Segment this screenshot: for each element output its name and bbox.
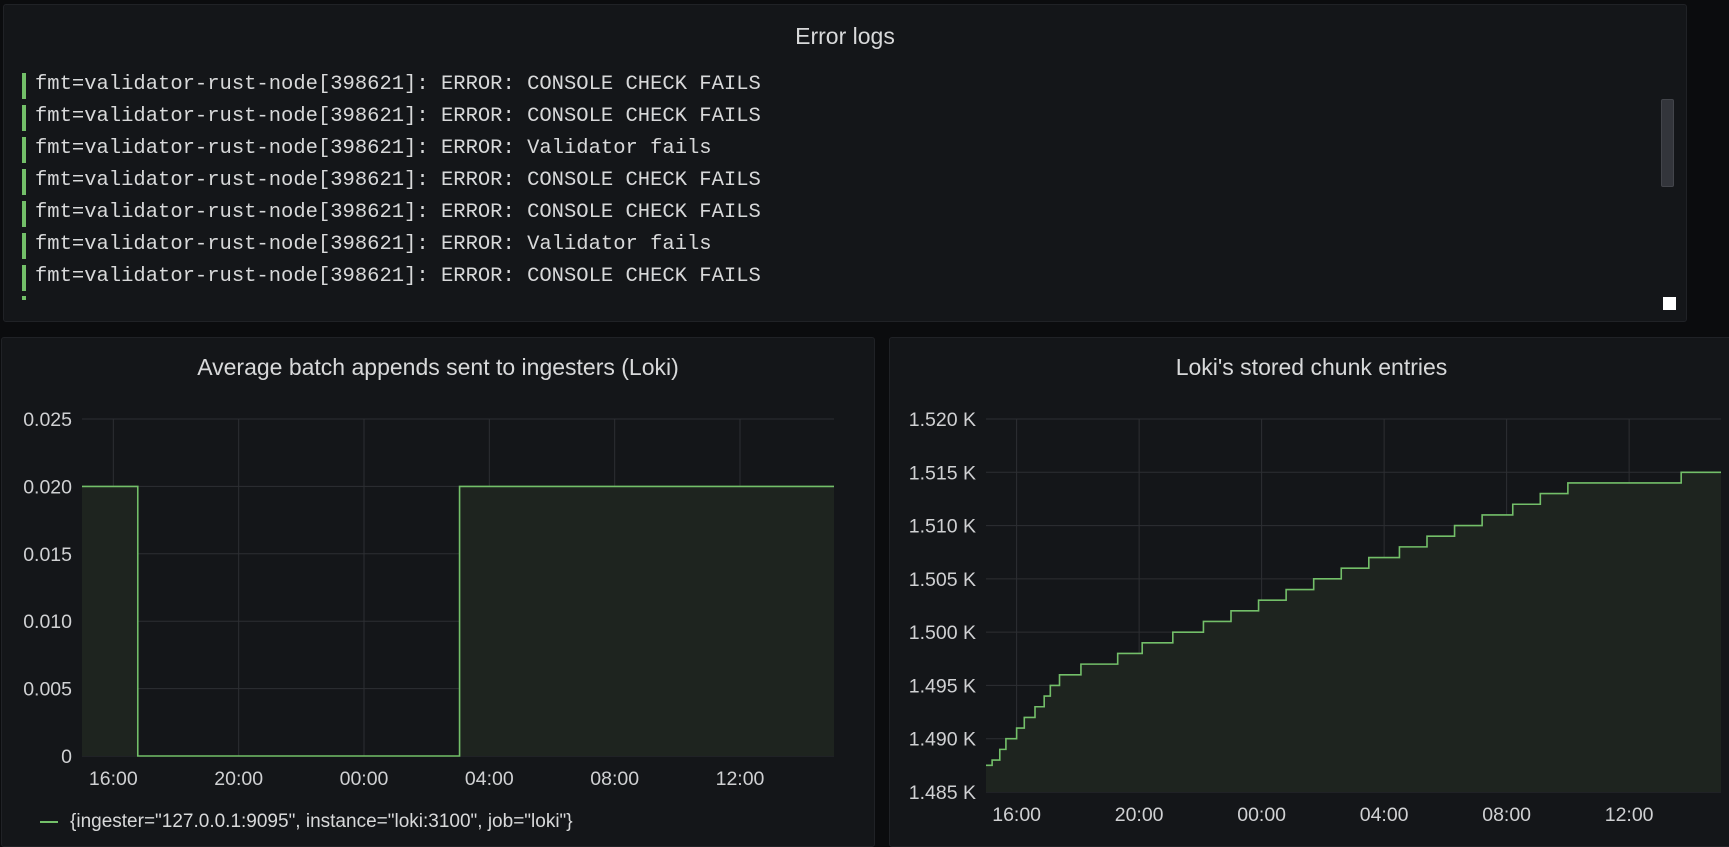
legend-label[interactable]: {ingester="127.0.0.1:9095", instance="lo… bbox=[70, 811, 573, 832]
x-tick-label: 12:00 bbox=[716, 768, 765, 790]
x-tick-label: 00:00 bbox=[1237, 804, 1286, 826]
series-line bbox=[986, 471, 1721, 767]
log-line[interactable]: fmt=validator-rust-node[398621]: ERROR: … bbox=[20, 265, 761, 297]
y-tick-label: 1.490 K bbox=[909, 729, 976, 751]
panel-title[interactable]: Average batch appends sent to ingesters … bbox=[197, 354, 679, 380]
log-line[interactable]: fmt=validator-rust-node[398621]: ERROR: … bbox=[20, 105, 761, 137]
batch-appends-panel: Average batch appends sent to ingesters … bbox=[1, 337, 875, 847]
log-line[interactable]: fmt=validator-rust-node[398621]: ERROR: … bbox=[20, 201, 761, 233]
y-tick-label: 1.510 K bbox=[909, 516, 976, 538]
log-level-marker bbox=[22, 296, 26, 300]
x-tick-label: 04:00 bbox=[465, 768, 514, 790]
chunk-entries-chart[interactable]: 1.485 K 1.490 K 1.495 K 1.500 K 1.505 K 1.510… bbox=[890, 338, 1729, 847]
y-tick-label: 0.025 bbox=[23, 409, 72, 431]
scroll-corner bbox=[1663, 297, 1676, 310]
y-tick-label: 1.500 K bbox=[909, 622, 976, 644]
y-tick-label: 1.495 K bbox=[909, 675, 976, 697]
x-tick-label: 12:00 bbox=[1605, 804, 1654, 826]
x-tick-label: 16:00 bbox=[89, 768, 138, 790]
y-tick-label: 1.505 K bbox=[909, 569, 976, 591]
error-logs-panel: Error logs fmt=validator-rust-node[39862… bbox=[3, 4, 1687, 322]
x-tick-label: 20:00 bbox=[214, 768, 263, 790]
y-tick-label: 0 bbox=[61, 746, 72, 768]
x-tick-label: 20:00 bbox=[1115, 804, 1164, 826]
y-tick-label: 0.015 bbox=[23, 544, 72, 566]
y-tick-label: 1.515 K bbox=[909, 462, 976, 484]
log-list: fmt=validator-rust-node[398621]: ERROR: … bbox=[20, 73, 761, 297]
x-tick-label: 08:00 bbox=[1482, 804, 1531, 826]
batch-appends-chart[interactable]: 0 0.005 0.010 0.015 0.020 0.025 16:00 20:00 00:0… bbox=[2, 338, 875, 847]
x-tick-label: 16:00 bbox=[992, 804, 1041, 826]
log-line[interactable]: fmt=validator-rust-node[398621]: ERROR: … bbox=[20, 169, 761, 201]
y-tick-label: 0.005 bbox=[23, 679, 72, 701]
log-line[interactable]: fmt=validator-rust-node[398621]: ERROR: … bbox=[20, 73, 761, 105]
series-line bbox=[82, 485, 834, 757]
legend-swatch bbox=[40, 820, 58, 823]
y-tick-label: 1.520 K bbox=[909, 409, 976, 431]
panel-title[interactable]: Loki's stored chunk entries bbox=[1175, 354, 1448, 380]
series-area bbox=[986, 472, 1721, 792]
log-line[interactable]: fmt=validator-rust-node[398621]: ERROR: … bbox=[20, 233, 761, 265]
x-tick-label: 04:00 bbox=[1360, 804, 1409, 826]
chunk-entries-panel: Loki's stored chunk entries 1.485 K 1.490… bbox=[889, 337, 1729, 847]
y-tick-label: 0.010 bbox=[23, 611, 72, 633]
series-area bbox=[82, 486, 834, 756]
y-tick-label: 1.485 K bbox=[909, 782, 976, 804]
panel-title[interactable]: Error logs bbox=[795, 23, 895, 49]
y-tick-label: 0.020 bbox=[23, 476, 72, 498]
x-tick-label: 00:00 bbox=[340, 768, 389, 790]
x-tick-label: 08:00 bbox=[590, 768, 639, 790]
log-line[interactable]: fmt=validator-rust-node[398621]: ERROR: … bbox=[20, 137, 761, 169]
legend-item[interactable]: {ingester="127.0.0.1:9095", instance="lo… bbox=[40, 811, 573, 833]
log-scrollbar-thumb[interactable] bbox=[1661, 99, 1674, 187]
